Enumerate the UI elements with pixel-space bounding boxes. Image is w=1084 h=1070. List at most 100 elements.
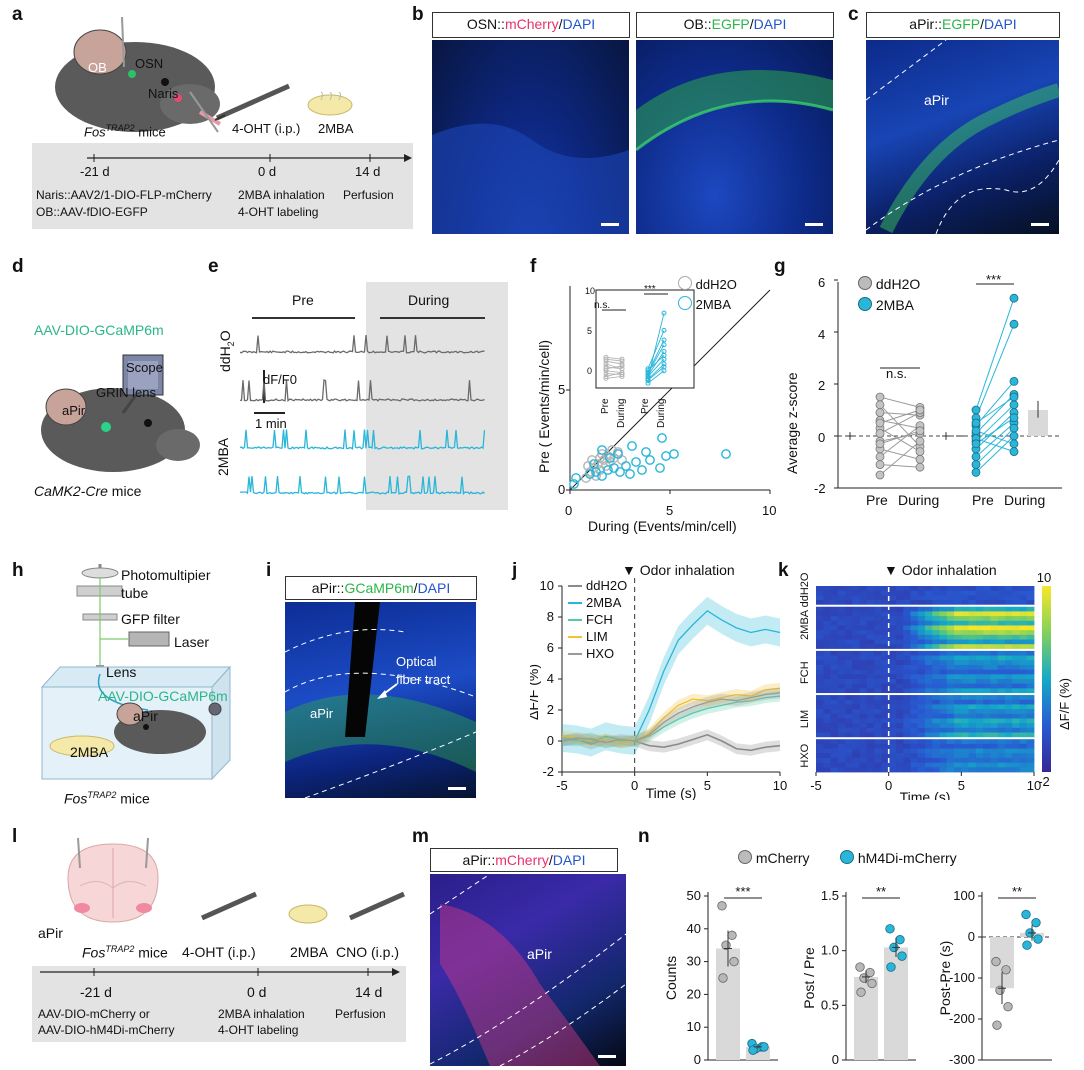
- f-inset-during-1-7: [661, 364, 667, 370]
- g-during-1-4: [1009, 400, 1019, 410]
- g-during-1-7: [1009, 423, 1019, 433]
- mice-label-d: CaMK2-Cre mice: [34, 483, 142, 499]
- k-group-divider-1: [816, 648, 1034, 651]
- fiber-label-0: Optical: [396, 654, 437, 669]
- n1-point-0-0: [855, 962, 865, 972]
- osn-label: OSN: [135, 56, 164, 71]
- g-bar-2mba-during: [1028, 410, 1048, 436]
- f-point-2mba-17: [597, 445, 607, 455]
- n1-ytick-3: 1.5: [821, 888, 839, 903]
- panel-c-title: aPir::EGFP/DAPI: [866, 12, 1060, 38]
- f-inset-line-0-4: [605, 358, 623, 362]
- f-inset-line-1-8: [647, 351, 665, 376]
- panel-letter-l: l: [12, 826, 18, 847]
- odor-label-h: 2MBA: [70, 744, 109, 760]
- g-pre-0-10: [875, 470, 885, 480]
- f-inset-during-1-9: [661, 337, 667, 343]
- f-legend-ddh2o: ddH2O: [678, 276, 737, 292]
- f-inset-during-1-1: [661, 361, 667, 367]
- f-point-2mba-0: [569, 479, 579, 489]
- panel-letter-b: b: [412, 4, 424, 25]
- syringe-icon-l2: [348, 891, 406, 921]
- g-line-0-7: [879, 448, 921, 460]
- f-inset-pre-0-7: [603, 364, 609, 370]
- j-ytick-6: 10: [540, 578, 554, 593]
- j-xlabel-text: Time (s): [646, 785, 697, 800]
- g-x-tick-2: Pre: [972, 492, 994, 508]
- f-point-2mba-11: [637, 465, 647, 475]
- n2-point-0-4: [992, 1020, 1002, 1030]
- timeline-l-left-0: AAV-DIO-mCherry or: [38, 1007, 150, 1021]
- g-line-0-11: [879, 409, 921, 424]
- f-inset-ns: n.s.: [594, 300, 611, 311]
- odor-label-a: 2MBA: [318, 121, 354, 136]
- f-point-2mba-16: [669, 449, 679, 459]
- timeline-l-mid-1: 4-OHT labeling: [218, 1023, 299, 1037]
- g-during-1-9: [1009, 439, 1019, 449]
- timeline-l-left-1: AAV-DIO-hM4Di-mCherry: [38, 1023, 175, 1037]
- odor-dish-icon-l: [288, 904, 328, 924]
- n2-point-0-3: [1003, 1001, 1013, 1012]
- n1-point-1-1: [895, 935, 905, 945]
- chart-f: [566, 286, 771, 494]
- f-inset-line-0-2: [605, 365, 623, 370]
- g-line-0-1: [879, 404, 921, 447]
- f-point-2mba-8: [621, 461, 631, 471]
- during-shade-e: [366, 282, 508, 510]
- n2-point-1-1: [1031, 917, 1041, 928]
- g-legend-ddh2o: ddH2O: [858, 276, 920, 292]
- g-pre-0-11: [875, 418, 885, 428]
- k-row-label-0: ddH2O: [799, 572, 811, 607]
- f-inset-line-1-2: [647, 358, 665, 377]
- k-colorbar: [1042, 586, 1051, 772]
- region-label-m: aPir: [527, 946, 552, 962]
- panel-letter-k: k: [778, 560, 789, 581]
- f-point-2mba-5: [603, 465, 613, 475]
- f-inset-pre-0-3: [603, 361, 609, 367]
- scale-x-label-e: 1 min: [255, 416, 287, 431]
- g-y-tick-6: 6: [818, 275, 826, 290]
- g-during-0-9: [915, 462, 925, 472]
- f-point-2mba-15: [641, 447, 651, 457]
- injection1-label-l: 4-OHT (i.p.): [182, 944, 256, 960]
- k-event-label: ▼ Odor inhalation: [884, 562, 997, 578]
- g-during-1-2: [1009, 377, 1019, 386]
- g-line-0-4: [879, 427, 921, 453]
- g-during-0-11: [915, 405, 925, 415]
- f-point-2mba-2: [585, 469, 595, 479]
- f-inset-pre-1-6: [645, 368, 651, 374]
- f-point-2mba-22: [605, 453, 615, 463]
- j-legend-4: HXO: [586, 646, 614, 661]
- k-xtick-0: -5: [810, 778, 822, 793]
- g-y-tick-neg2: -2: [814, 481, 826, 496]
- virus-label-h: AAV-DIO-GCaMP6m: [98, 688, 228, 704]
- g-during-0-4: [915, 447, 925, 457]
- g-pre-1-8: [971, 467, 981, 477]
- chart-g: [834, 279, 1062, 489]
- g-pre-0-12: [875, 439, 885, 449]
- j-ytick-2: 2: [547, 702, 554, 717]
- n1-ytick-2: 1.0: [821, 943, 839, 958]
- f-inset-line-1-9: [647, 339, 665, 373]
- f-point-2mba-14: [661, 451, 671, 461]
- f-inset-line-0-3: [605, 363, 623, 370]
- mice-label-a: FosTRAP2 mice: [84, 123, 166, 140]
- f-inset-xtick-0: Pre: [600, 398, 611, 414]
- f-point-2mba-7: [615, 467, 625, 477]
- panel-letter-d: d: [12, 256, 24, 277]
- injection2-label-l: CNO (i.p.): [336, 944, 399, 960]
- timeline-tick-l-0: -21 d: [80, 984, 112, 1000]
- f-point-2mba-18: [613, 449, 623, 459]
- j-legend-3: LIM: [586, 629, 608, 644]
- f-inset-line-1-4: [647, 330, 665, 369]
- f-x-tick-1: 5: [666, 503, 674, 518]
- f-x-tick-0: 0: [565, 503, 573, 518]
- f-inset-pre-1-9: [645, 370, 651, 376]
- n2-sig: **: [1012, 884, 1022, 899]
- g-ns-label: n.s.: [886, 366, 907, 381]
- g-x-tick-3: During: [1004, 492, 1046, 508]
- timeline-tick-l-1: 0 d: [247, 984, 267, 1000]
- panel-letter-a: a: [12, 4, 23, 25]
- g-pre-1-0: [971, 405, 981, 415]
